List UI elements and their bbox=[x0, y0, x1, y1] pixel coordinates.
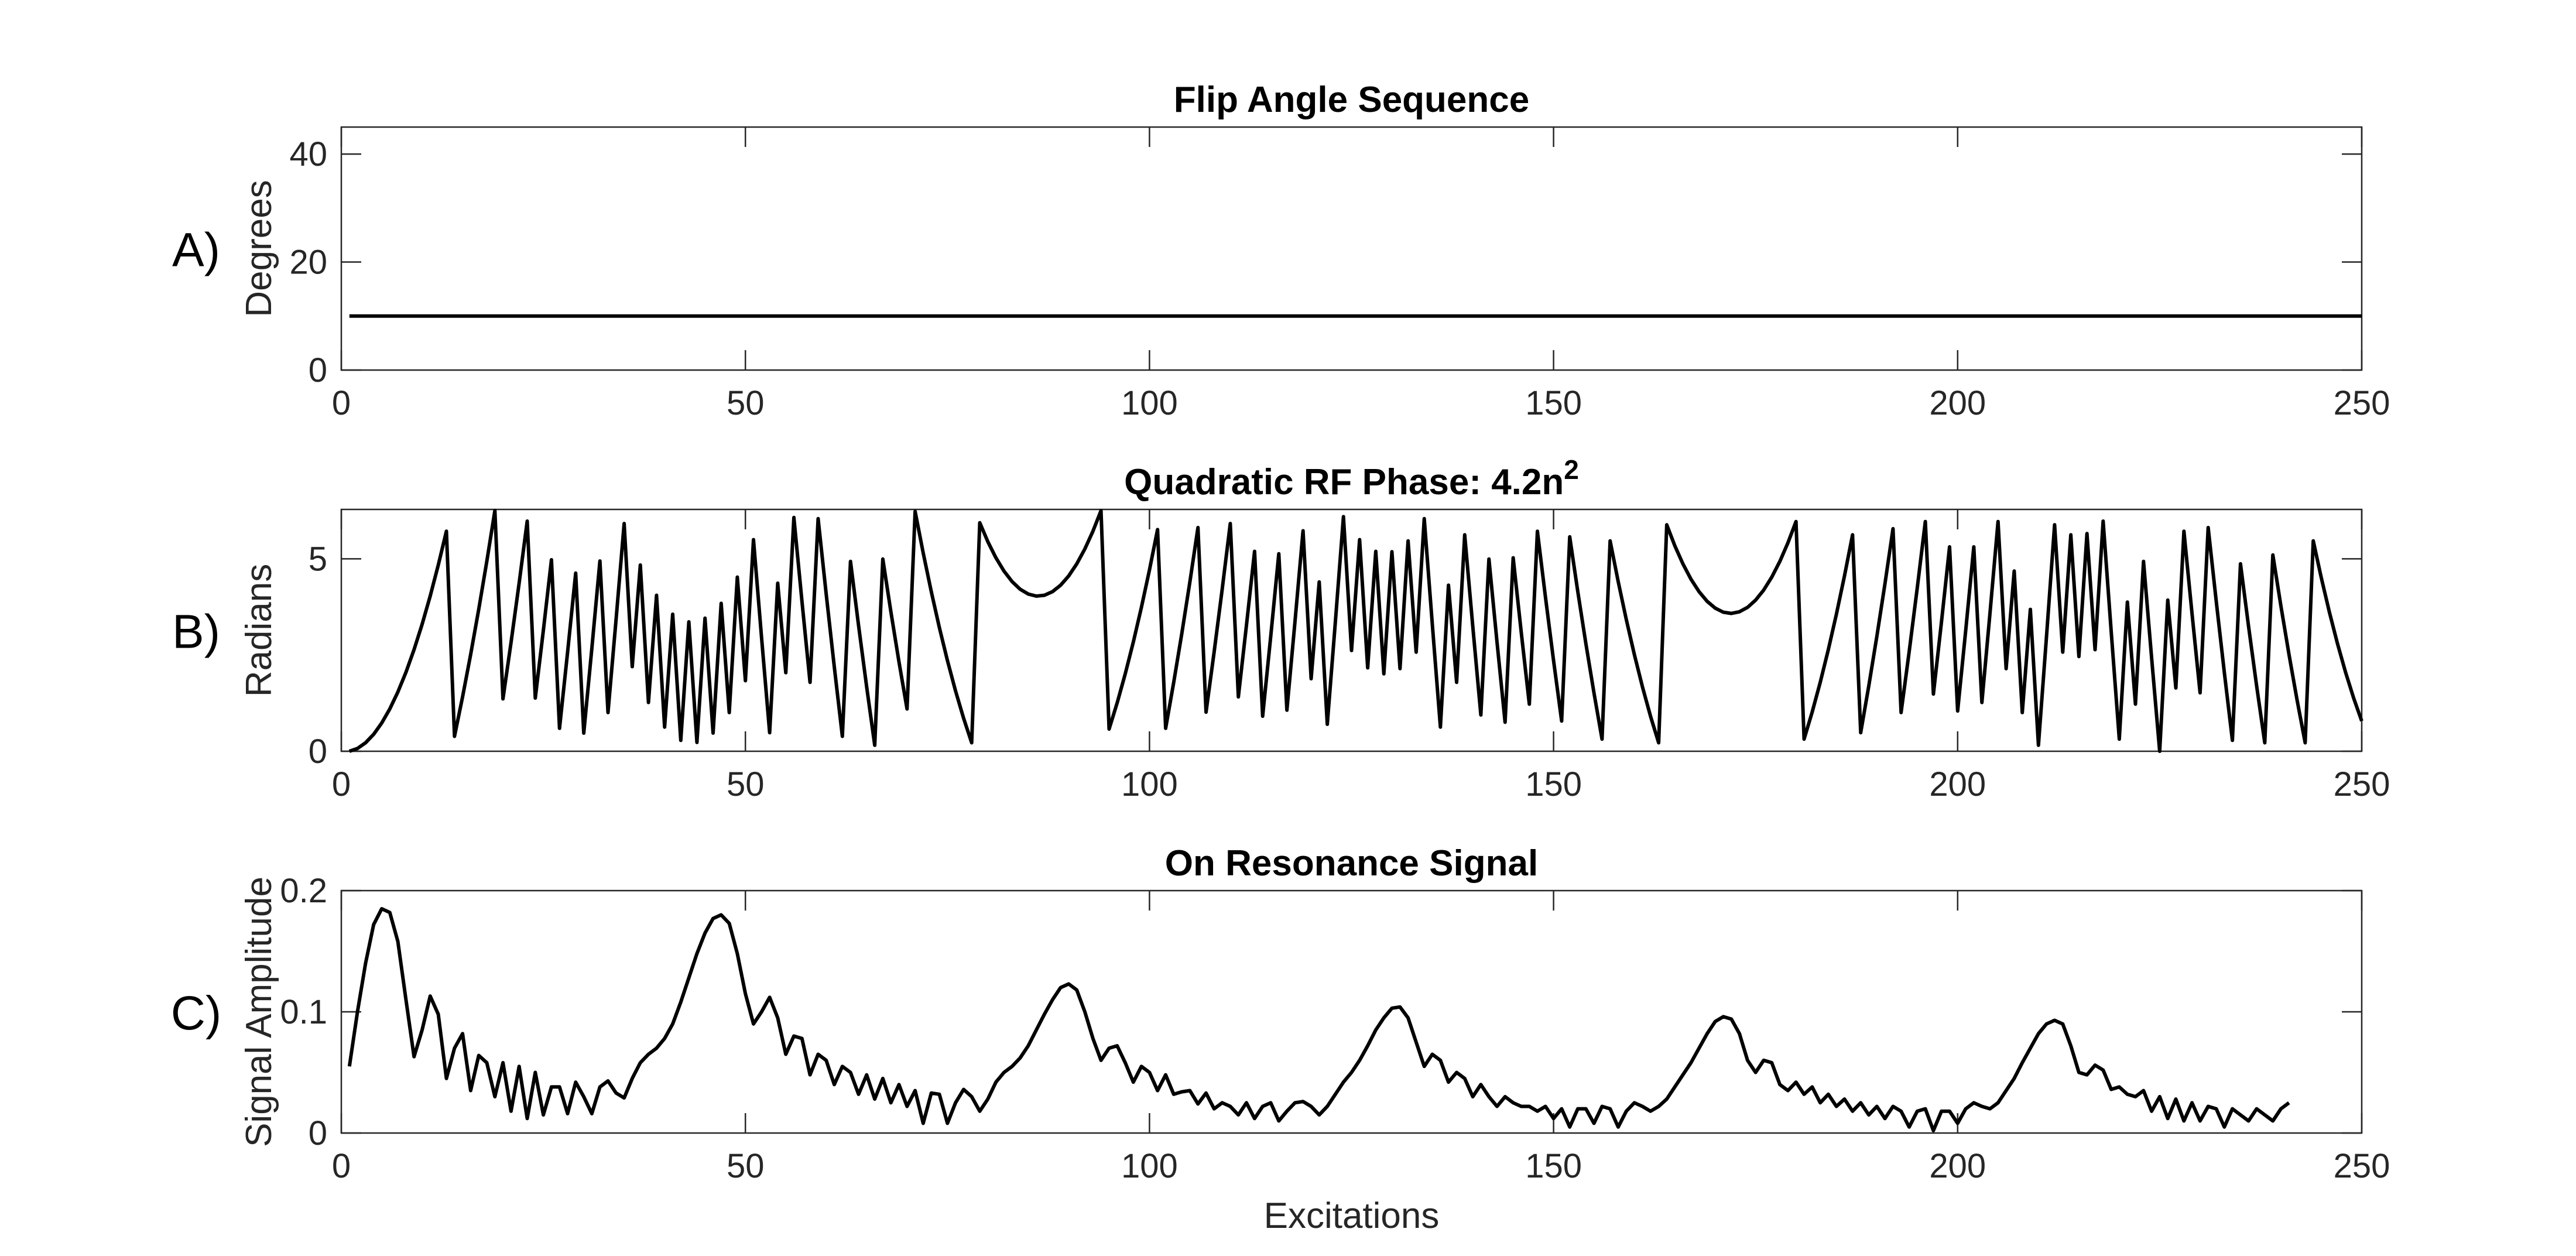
panel-letter: A) bbox=[172, 224, 220, 277]
y-tick-label: 0 bbox=[309, 351, 327, 389]
panel-title: Quadratic RF Phase: 4.2n2 bbox=[1124, 454, 1579, 502]
x-tick-label: 50 bbox=[727, 765, 765, 803]
x-tick-label: 0 bbox=[332, 765, 351, 803]
axes-frame bbox=[340, 126, 2363, 371]
x-tick-label: 100 bbox=[1121, 765, 1178, 803]
x-tick-label: 150 bbox=[1525, 765, 1582, 803]
x-tick-label: 200 bbox=[1929, 384, 1986, 422]
y-tick-label: 0.2 bbox=[280, 872, 327, 910]
x-tick-label: 250 bbox=[2334, 384, 2390, 422]
series-line bbox=[348, 509, 2363, 753]
panel-title: On Resonance Signal bbox=[1165, 843, 1538, 884]
x-tick-label: 150 bbox=[1525, 1147, 1582, 1185]
x-tick-label: 200 bbox=[1929, 765, 1986, 803]
y-tick-label: 0 bbox=[309, 733, 327, 771]
x-tick-label: 250 bbox=[2334, 1147, 2390, 1185]
x-tick-label: 50 bbox=[727, 1147, 765, 1185]
panel-letter: C) bbox=[171, 987, 222, 1040]
title-superscript: 2 bbox=[1564, 454, 1579, 485]
x-tick-label: 100 bbox=[1121, 384, 1178, 422]
panel-1: 0 50 100 150 200 250 0 20 40 Flip Angle Sequence D… bbox=[172, 80, 2390, 422]
x-tick-label: 150 bbox=[1525, 384, 1582, 422]
x-tick-label: 0 bbox=[332, 384, 351, 422]
axes-frame bbox=[340, 889, 2363, 1134]
y-tick-label: 5 bbox=[309, 540, 327, 578]
panel-2: 0 50 100 150 200 250 0 5 Quadratic RF Phase: 4.2… bbox=[172, 454, 2390, 803]
x-tick-label: 200 bbox=[1929, 1147, 1986, 1185]
x-tick-label: 250 bbox=[2334, 765, 2390, 803]
y-tick-label: 0.1 bbox=[280, 993, 327, 1031]
y-tick-label: 20 bbox=[289, 244, 327, 282]
x-tick-label: 50 bbox=[727, 384, 765, 422]
y-axis-label: Radians bbox=[239, 564, 279, 697]
x-tick-label: 0 bbox=[332, 1147, 351, 1185]
panel-3: 0 50 100 150 200 250 0 0.1 0.2 On Resonance Signa… bbox=[171, 843, 2390, 1236]
y-tick-label: 40 bbox=[289, 135, 327, 173]
series-line bbox=[347, 907, 2290, 1132]
y-tick-label: 0 bbox=[309, 1114, 327, 1152]
panel-title: Flip Angle Sequence bbox=[1174, 80, 1529, 120]
x-tick-label: 100 bbox=[1121, 1147, 1178, 1185]
y-axis-label: Degrees bbox=[239, 180, 279, 317]
panel-letter: B) bbox=[172, 605, 220, 659]
x-axis-label: Excitations bbox=[1264, 1196, 1440, 1236]
y-axis-label: Signal Amplitude bbox=[239, 877, 279, 1147]
